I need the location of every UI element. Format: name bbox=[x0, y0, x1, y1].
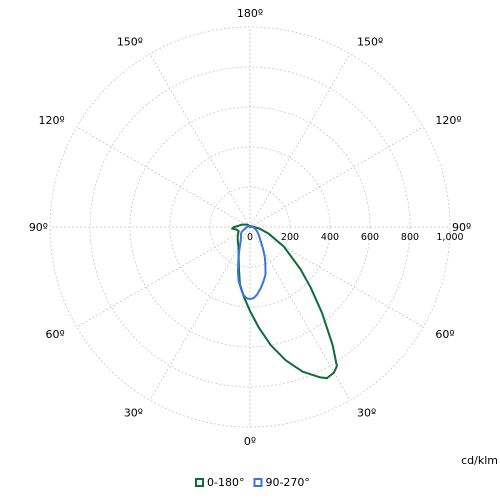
angle-label: 30º bbox=[124, 406, 143, 419]
angle-label: 120º bbox=[435, 114, 461, 127]
angle-labels: 0º 30º 30º 60º 60º 90º 90º 120º 120º 150º 150º 180º bbox=[29, 7, 471, 448]
grid-spoke-210 bbox=[149, 53, 251, 228]
unit-label: cd/klm bbox=[461, 454, 498, 467]
grid-spoke-240 bbox=[76, 126, 251, 228]
series-line-2 bbox=[237, 225, 267, 300]
radial-tick-label: 200 bbox=[281, 232, 299, 243]
series-layer bbox=[231, 223, 338, 380]
angle-label: 150º bbox=[357, 36, 383, 49]
legend-swatch-2 bbox=[253, 478, 263, 487]
angle-label: 150º bbox=[117, 36, 143, 49]
legend-label-2: 90-270° bbox=[265, 476, 309, 489]
grid-spoke-120 bbox=[249, 126, 424, 228]
legend: 0-180° 90-270° bbox=[195, 476, 310, 489]
legend-label-1: 0-180° bbox=[207, 476, 244, 489]
grid-spoke-60 bbox=[249, 226, 424, 328]
angle-label: 60º bbox=[45, 328, 64, 341]
polar-grid bbox=[49, 26, 451, 428]
legend-swatch-1 bbox=[195, 478, 204, 487]
grid-spoke-30 bbox=[249, 226, 351, 401]
angle-label: 30º bbox=[357, 406, 376, 419]
series-line-1 bbox=[231, 223, 338, 380]
radial-tick-label: 1,000 bbox=[436, 232, 463, 243]
angle-label: 120º bbox=[38, 114, 64, 127]
angle-label: 60º bbox=[435, 328, 454, 341]
radial-tick-label: 800 bbox=[401, 232, 419, 243]
grid-spoke-150 bbox=[249, 53, 351, 228]
angle-label: 0º bbox=[244, 435, 256, 448]
grid-spoke-330 bbox=[149, 226, 251, 401]
grid-spoke-300 bbox=[76, 226, 251, 328]
angle-label: 180º bbox=[237, 7, 263, 20]
grid-ring-1000 bbox=[49, 26, 451, 428]
radial-tick-label: 600 bbox=[361, 232, 379, 243]
radial-tick-label: 0 bbox=[247, 232, 253, 243]
radial-tick-label: 400 bbox=[321, 232, 339, 243]
radial-labels: 0 200 400 600 800 1,000 bbox=[247, 232, 464, 243]
angle-label: 90º bbox=[29, 221, 48, 234]
angle-label: 90º bbox=[452, 221, 471, 234]
